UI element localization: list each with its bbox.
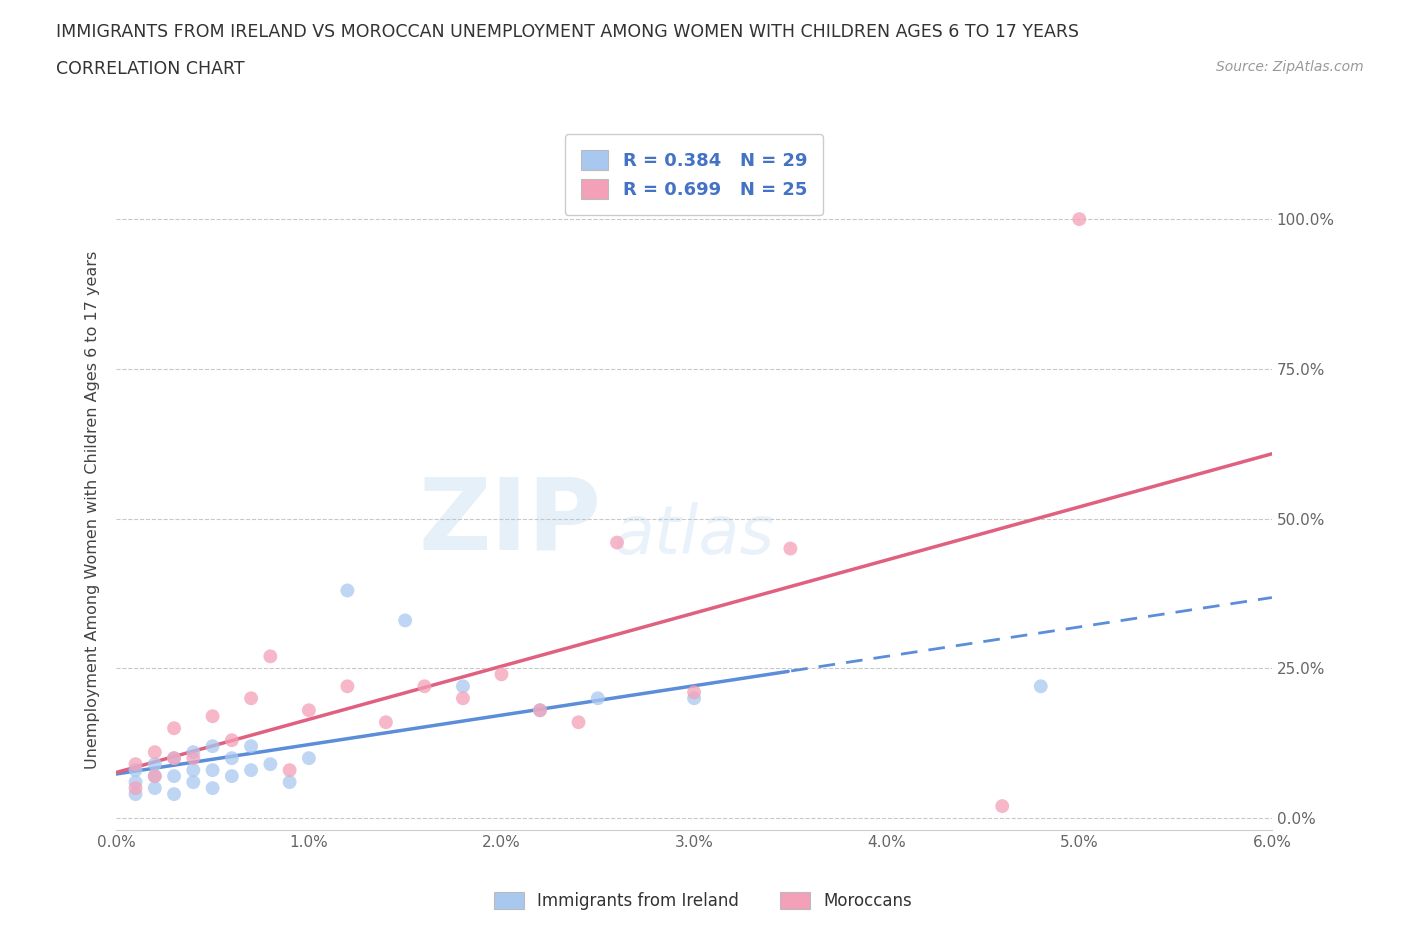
Point: [413, 679, 436, 694]
Point: [259, 649, 281, 664]
Point: [124, 763, 146, 777]
Point: [181, 751, 204, 765]
Point: [567, 715, 589, 730]
Point: [201, 763, 224, 777]
Point: [221, 733, 243, 748]
Point: [163, 787, 186, 802]
Point: [374, 715, 396, 730]
Point: [181, 775, 204, 790]
Point: [181, 745, 204, 760]
Point: [163, 751, 186, 765]
Y-axis label: Unemployment Among Women with Children Ages 6 to 17 years: Unemployment Among Women with Children A…: [86, 250, 100, 769]
Point: [163, 751, 186, 765]
Point: [143, 769, 166, 784]
Point: [336, 583, 359, 598]
Point: [394, 613, 416, 628]
Point: [201, 738, 224, 753]
Point: [143, 769, 166, 784]
Point: [586, 691, 609, 706]
Text: IMMIGRANTS FROM IRELAND VS MOROCCAN UNEMPLOYMENT AMONG WOMEN WITH CHILDREN AGES : IMMIGRANTS FROM IRELAND VS MOROCCAN UNEM…: [56, 23, 1080, 41]
Point: [240, 691, 263, 706]
Point: [336, 679, 359, 694]
Point: [201, 780, 224, 795]
Point: [606, 535, 628, 550]
Point: [298, 751, 321, 765]
Legend: Immigrants from Ireland, Moroccans: Immigrants from Ireland, Moroccans: [486, 885, 920, 917]
Point: [1069, 212, 1091, 227]
Text: Source: ZipAtlas.com: Source: ZipAtlas.com: [1216, 60, 1364, 74]
Point: [124, 787, 146, 802]
Point: [124, 757, 146, 772]
Point: [143, 745, 166, 760]
Point: [124, 780, 146, 795]
Point: [683, 691, 706, 706]
Text: CORRELATION CHART: CORRELATION CHART: [56, 60, 245, 78]
Point: [451, 691, 474, 706]
Point: [221, 769, 243, 784]
Point: [298, 703, 321, 718]
Point: [143, 780, 166, 795]
Legend: R = 0.384   N = 29, R = 0.699   N = 25: R = 0.384 N = 29, R = 0.699 N = 25: [565, 134, 824, 216]
Point: [124, 775, 146, 790]
Text: atlas: atlas: [613, 502, 775, 568]
Point: [991, 799, 1014, 814]
Point: [779, 541, 801, 556]
Point: [240, 763, 263, 777]
Point: [529, 703, 551, 718]
Point: [451, 679, 474, 694]
Point: [529, 703, 551, 718]
Point: [278, 763, 301, 777]
Point: [259, 757, 281, 772]
Point: [181, 763, 204, 777]
Point: [278, 775, 301, 790]
Point: [1029, 679, 1052, 694]
Point: [201, 709, 224, 724]
Point: [240, 738, 263, 753]
Point: [163, 721, 186, 736]
Text: ZIP: ZIP: [419, 474, 602, 571]
Point: [143, 757, 166, 772]
Point: [491, 667, 513, 682]
Point: [221, 751, 243, 765]
Point: [683, 684, 706, 699]
Point: [163, 769, 186, 784]
